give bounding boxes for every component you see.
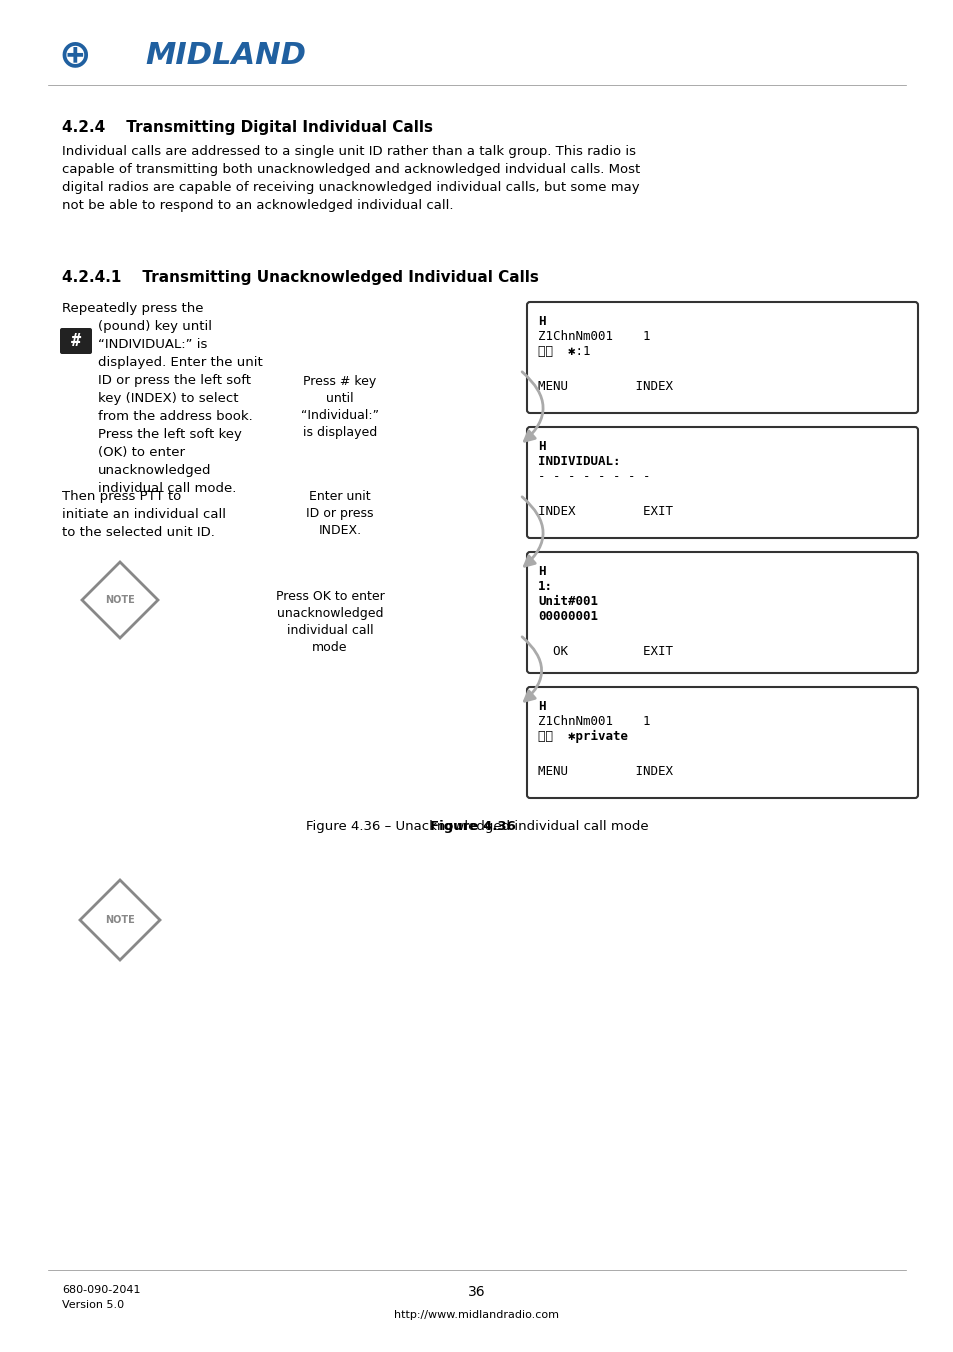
- Text: ⊕: ⊕: [59, 37, 91, 74]
- Text: MENU         INDEX: MENU INDEX: [537, 380, 672, 393]
- Text: Press # key
until
“Individual:”
is displayed: Press # key until “Individual:” is displ…: [301, 375, 378, 439]
- Text: ᒰᒰ  ✱private: ᒰᒰ ✱private: [537, 730, 627, 744]
- Polygon shape: [80, 880, 160, 960]
- Text: INDIVIDUAL:: INDIVIDUAL:: [537, 456, 619, 468]
- Text: INDEX         EXIT: INDEX EXIT: [537, 506, 672, 518]
- FancyBboxPatch shape: [60, 329, 91, 354]
- FancyBboxPatch shape: [526, 687, 917, 798]
- Text: H: H: [537, 315, 545, 329]
- Text: H: H: [537, 565, 545, 579]
- Text: Repeatedly press the: Repeatedly press the: [62, 301, 203, 315]
- Text: Z1ChnNm001    1: Z1ChnNm001 1: [537, 715, 650, 727]
- Text: #: #: [71, 333, 81, 350]
- Text: Figure 4.36: Figure 4.36: [430, 821, 516, 833]
- Text: (pound) key until
“INDIVIDUAL:” is
displayed. Enter the unit
ID or press the lef: (pound) key until “INDIVIDUAL:” is displ…: [98, 320, 262, 495]
- Text: http://www.midlandradio.com: http://www.midlandradio.com: [395, 1310, 558, 1320]
- Text: 4.2.4.1    Transmitting Unacknowledged Individual Calls: 4.2.4.1 Transmitting Unacknowledged Indi…: [62, 270, 538, 285]
- Text: MIDLAND: MIDLAND: [145, 41, 306, 69]
- Text: Version 5.0: Version 5.0: [62, 1301, 124, 1310]
- Text: 1:: 1:: [537, 580, 553, 594]
- Text: - - - - - - - -: - - - - - - - -: [537, 470, 650, 483]
- Text: ᒰᒰ  ✱:1: ᒰᒰ ✱:1: [537, 345, 590, 358]
- Text: Z1ChnNm001    1: Z1ChnNm001 1: [537, 330, 650, 343]
- Polygon shape: [82, 562, 158, 638]
- FancyBboxPatch shape: [526, 301, 917, 412]
- Text: H: H: [537, 700, 545, 713]
- Text: NOTE: NOTE: [105, 915, 134, 925]
- FancyBboxPatch shape: [526, 552, 917, 673]
- Text: 36: 36: [468, 1284, 485, 1299]
- Text: OK          EXIT: OK EXIT: [537, 645, 672, 658]
- Text: 680-090-2041: 680-090-2041: [62, 1284, 140, 1295]
- Text: Enter unit
ID or press
INDEX.: Enter unit ID or press INDEX.: [306, 489, 374, 537]
- Text: 4.2.4    Transmitting Digital Individual Calls: 4.2.4 Transmitting Digital Individual Ca…: [62, 120, 433, 135]
- Text: H: H: [537, 439, 545, 453]
- Text: Individual calls are addressed to a single unit ID rather than a talk group. Thi: Individual calls are addressed to a sing…: [62, 145, 639, 212]
- Text: MENU         INDEX: MENU INDEX: [537, 765, 672, 777]
- Text: Then press PTT to
initiate an individual call
to the selected unit ID.: Then press PTT to initiate an individual…: [62, 489, 226, 539]
- Text: Unit#001: Unit#001: [537, 595, 598, 608]
- Text: Figure 4.36 – Unacknowledged individual call mode: Figure 4.36 – Unacknowledged individual …: [305, 821, 648, 833]
- Text: NOTE: NOTE: [105, 595, 134, 604]
- FancyBboxPatch shape: [526, 427, 917, 538]
- Text: 00000001: 00000001: [537, 610, 598, 623]
- Text: Press OK to enter
unacknowledged
individual call
mode: Press OK to enter unacknowledged individ…: [275, 589, 384, 654]
